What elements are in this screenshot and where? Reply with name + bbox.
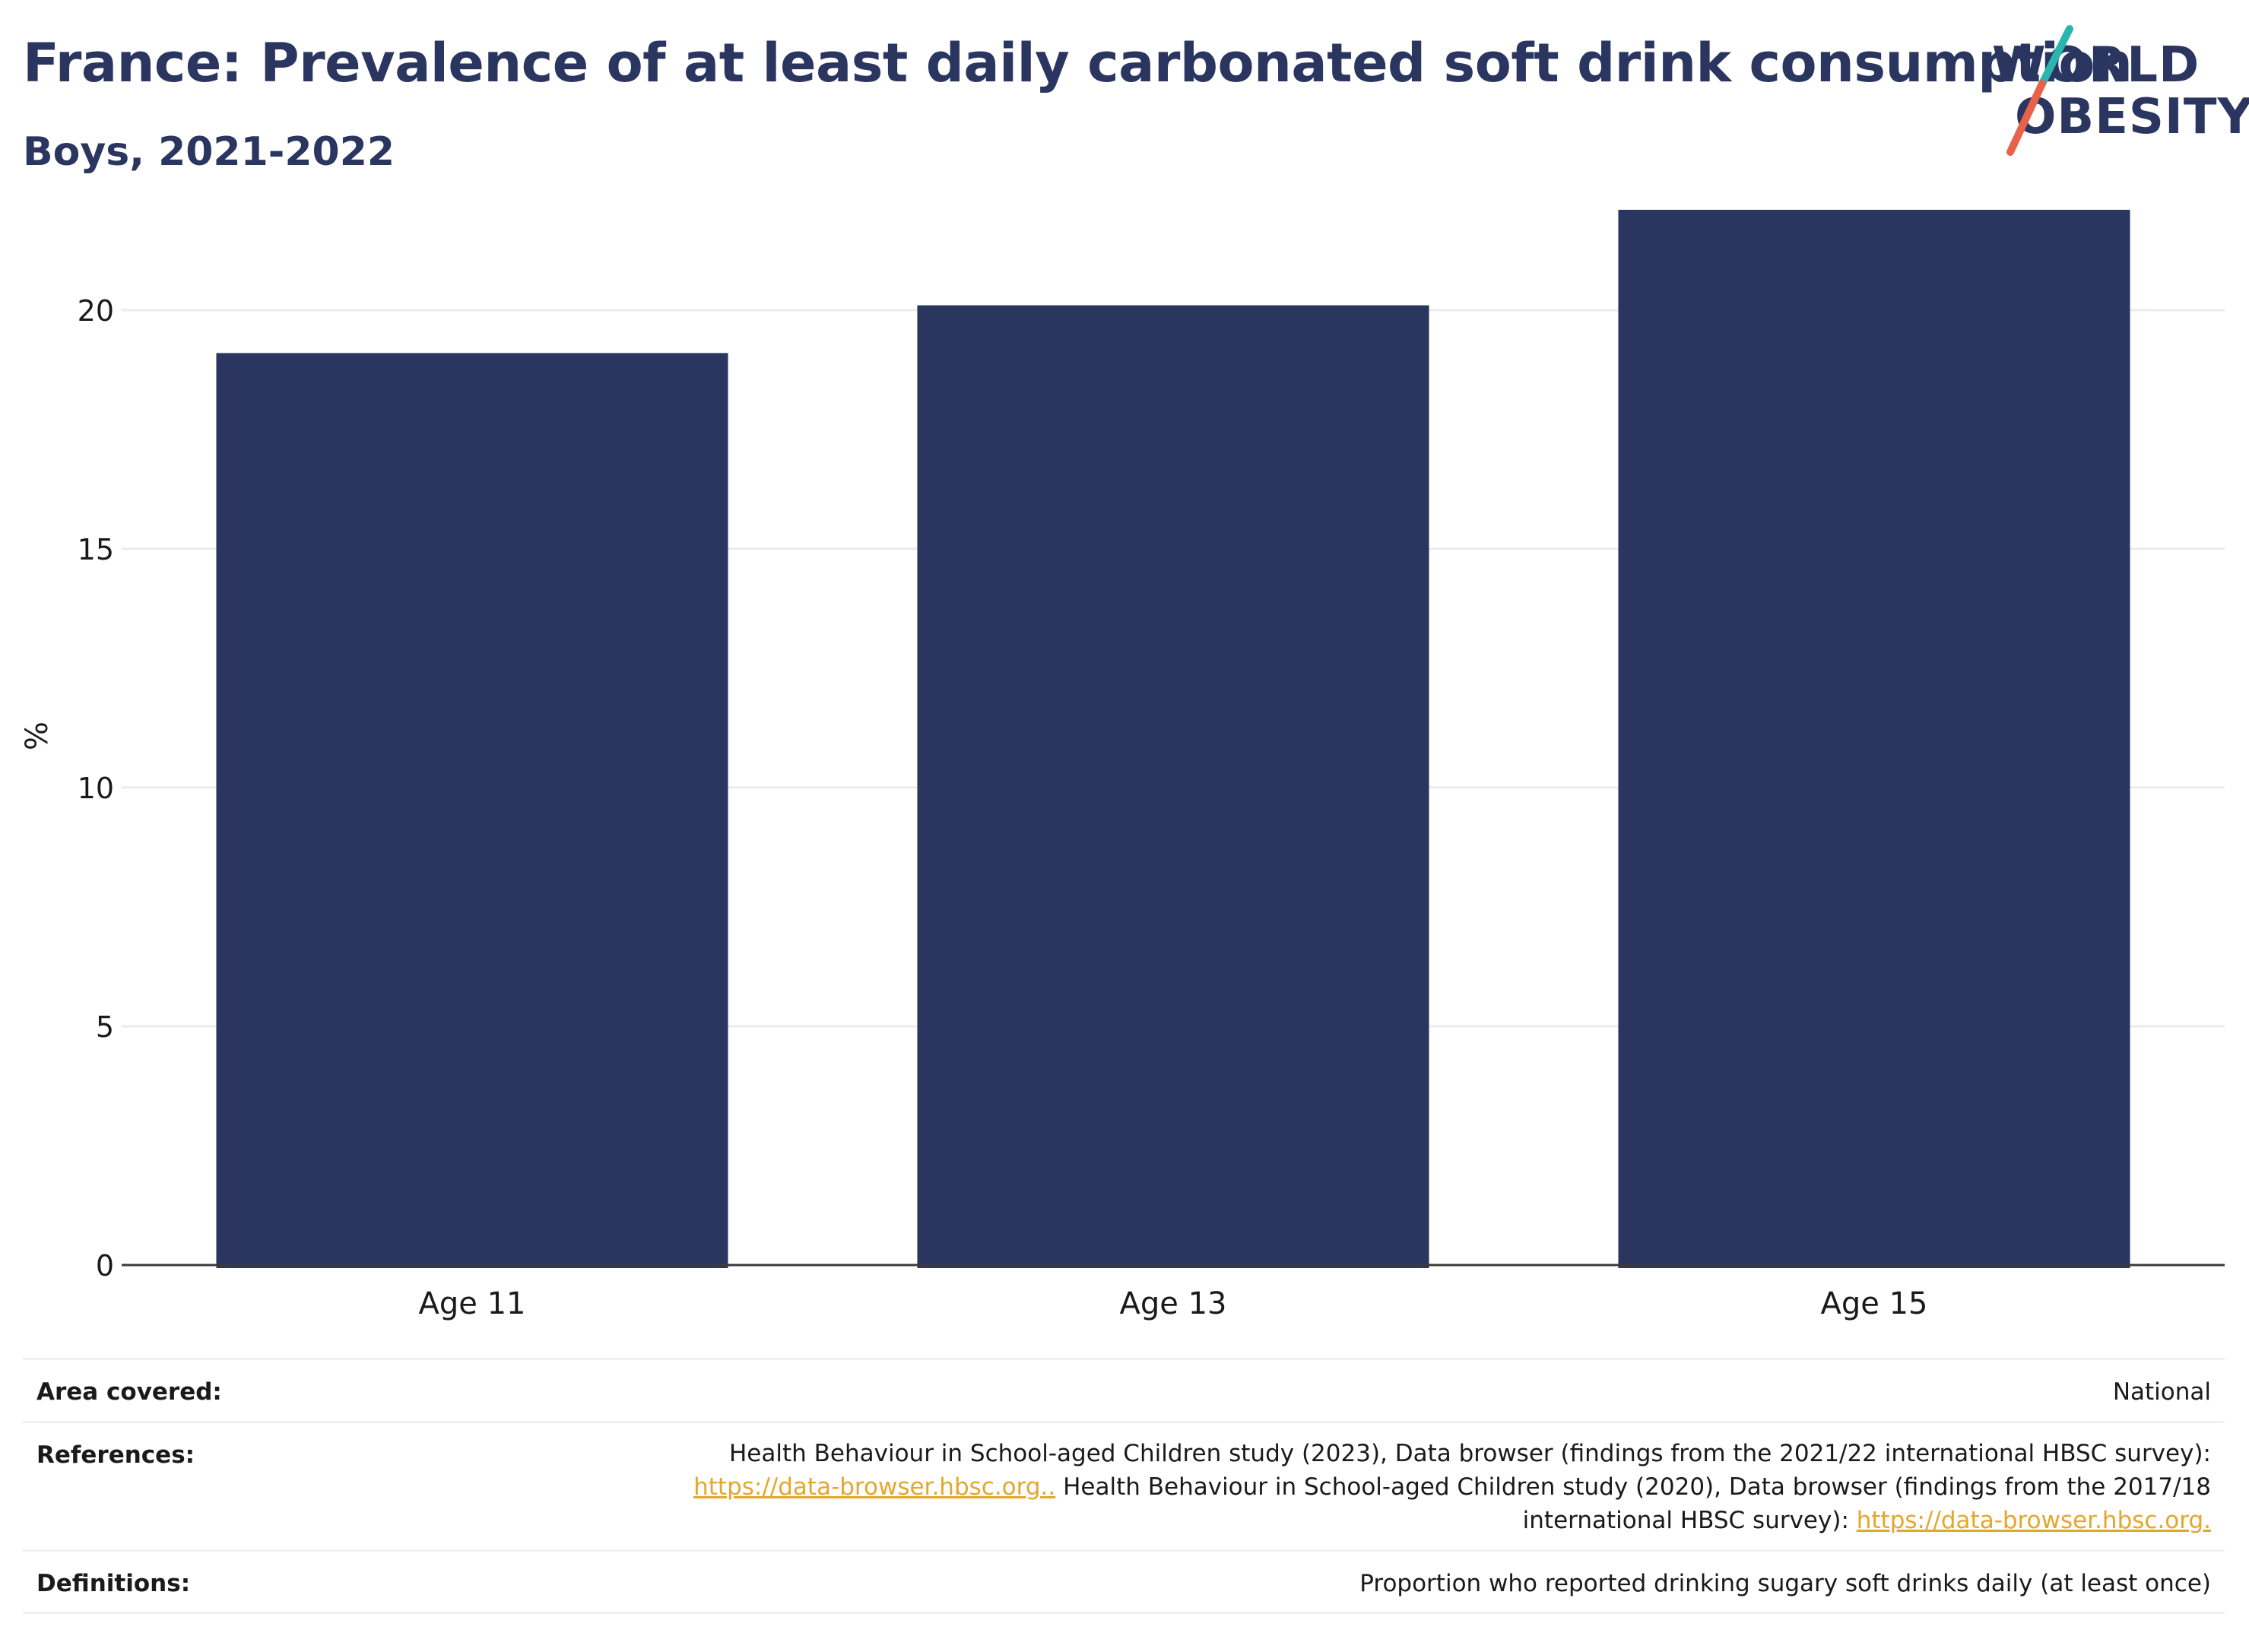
area-covered-label: Area covered:	[36, 1378, 222, 1406]
bars	[216, 209, 2130, 1269]
x-tick-label: Age 13	[1120, 1286, 1227, 1321]
area-covered-row: Area covered: National	[23, 1358, 2225, 1421]
axes: 0 5 10 15 20 Age 11 Age 13 Age 15	[78, 294, 2225, 1321]
references-value: Health Behaviour in School-aged Children…	[693, 1437, 2211, 1537]
bar-chart: 0 5 10 15 20 Age 11 Age 13 Age 15 %	[20, 209, 2225, 1321]
bar-age-11[interactable]	[216, 353, 728, 1268]
y-tick-label: 0	[96, 1249, 114, 1283]
y-tick-label: 5	[96, 1010, 114, 1044]
references-text-3: international HBSC survey):	[1522, 1507, 1857, 1534]
references-link-2[interactable]: https://data-browser.hbsc.org.	[1856, 1507, 2211, 1534]
chart-title: France: Prevalence of at least daily car…	[23, 32, 2133, 94]
references-text-1: Health Behaviour in School-aged Children…	[729, 1440, 2211, 1467]
world-obesity-logo: WORLD OBESITY	[1977, 23, 2249, 160]
bar-age-15[interactable]	[1618, 209, 2130, 1269]
y-tick-label: 20	[78, 294, 114, 328]
definitions-value: Proportion who reported drinking sugary …	[1359, 1570, 2211, 1597]
x-tick-label: Age 11	[419, 1286, 526, 1321]
y-axis-label: %	[20, 721, 55, 750]
logo-word-obesity: OBESITY	[2015, 89, 2249, 145]
definitions-label: Definitions:	[36, 1570, 191, 1597]
x-tick-label: Age 15	[1821, 1286, 1928, 1321]
logo-slash-icon	[2006, 25, 2073, 156]
table-bottom-rule	[23, 1612, 2225, 1614]
references-label: References:	[36, 1441, 195, 1469]
bar-age-13[interactable]	[917, 305, 1429, 1268]
references-row: References: Health Behaviour in School-a…	[23, 1421, 2225, 1549]
references-link-1[interactable]: https://data-browser.hbsc.org..	[693, 1473, 1056, 1501]
chart-subtitle: Boys, 2021-2022	[23, 129, 395, 175]
y-tick-label: 15	[78, 533, 114, 566]
references-text-2: Health Behaviour in School-aged Children…	[1055, 1473, 2211, 1501]
area-covered-value: National	[2112, 1378, 2211, 1406]
y-tick-label: 10	[78, 772, 114, 805]
logo-word-world: WORLD	[1992, 37, 2200, 94]
definitions-row: Definitions: Proportion who reported dri…	[23, 1549, 2225, 1612]
